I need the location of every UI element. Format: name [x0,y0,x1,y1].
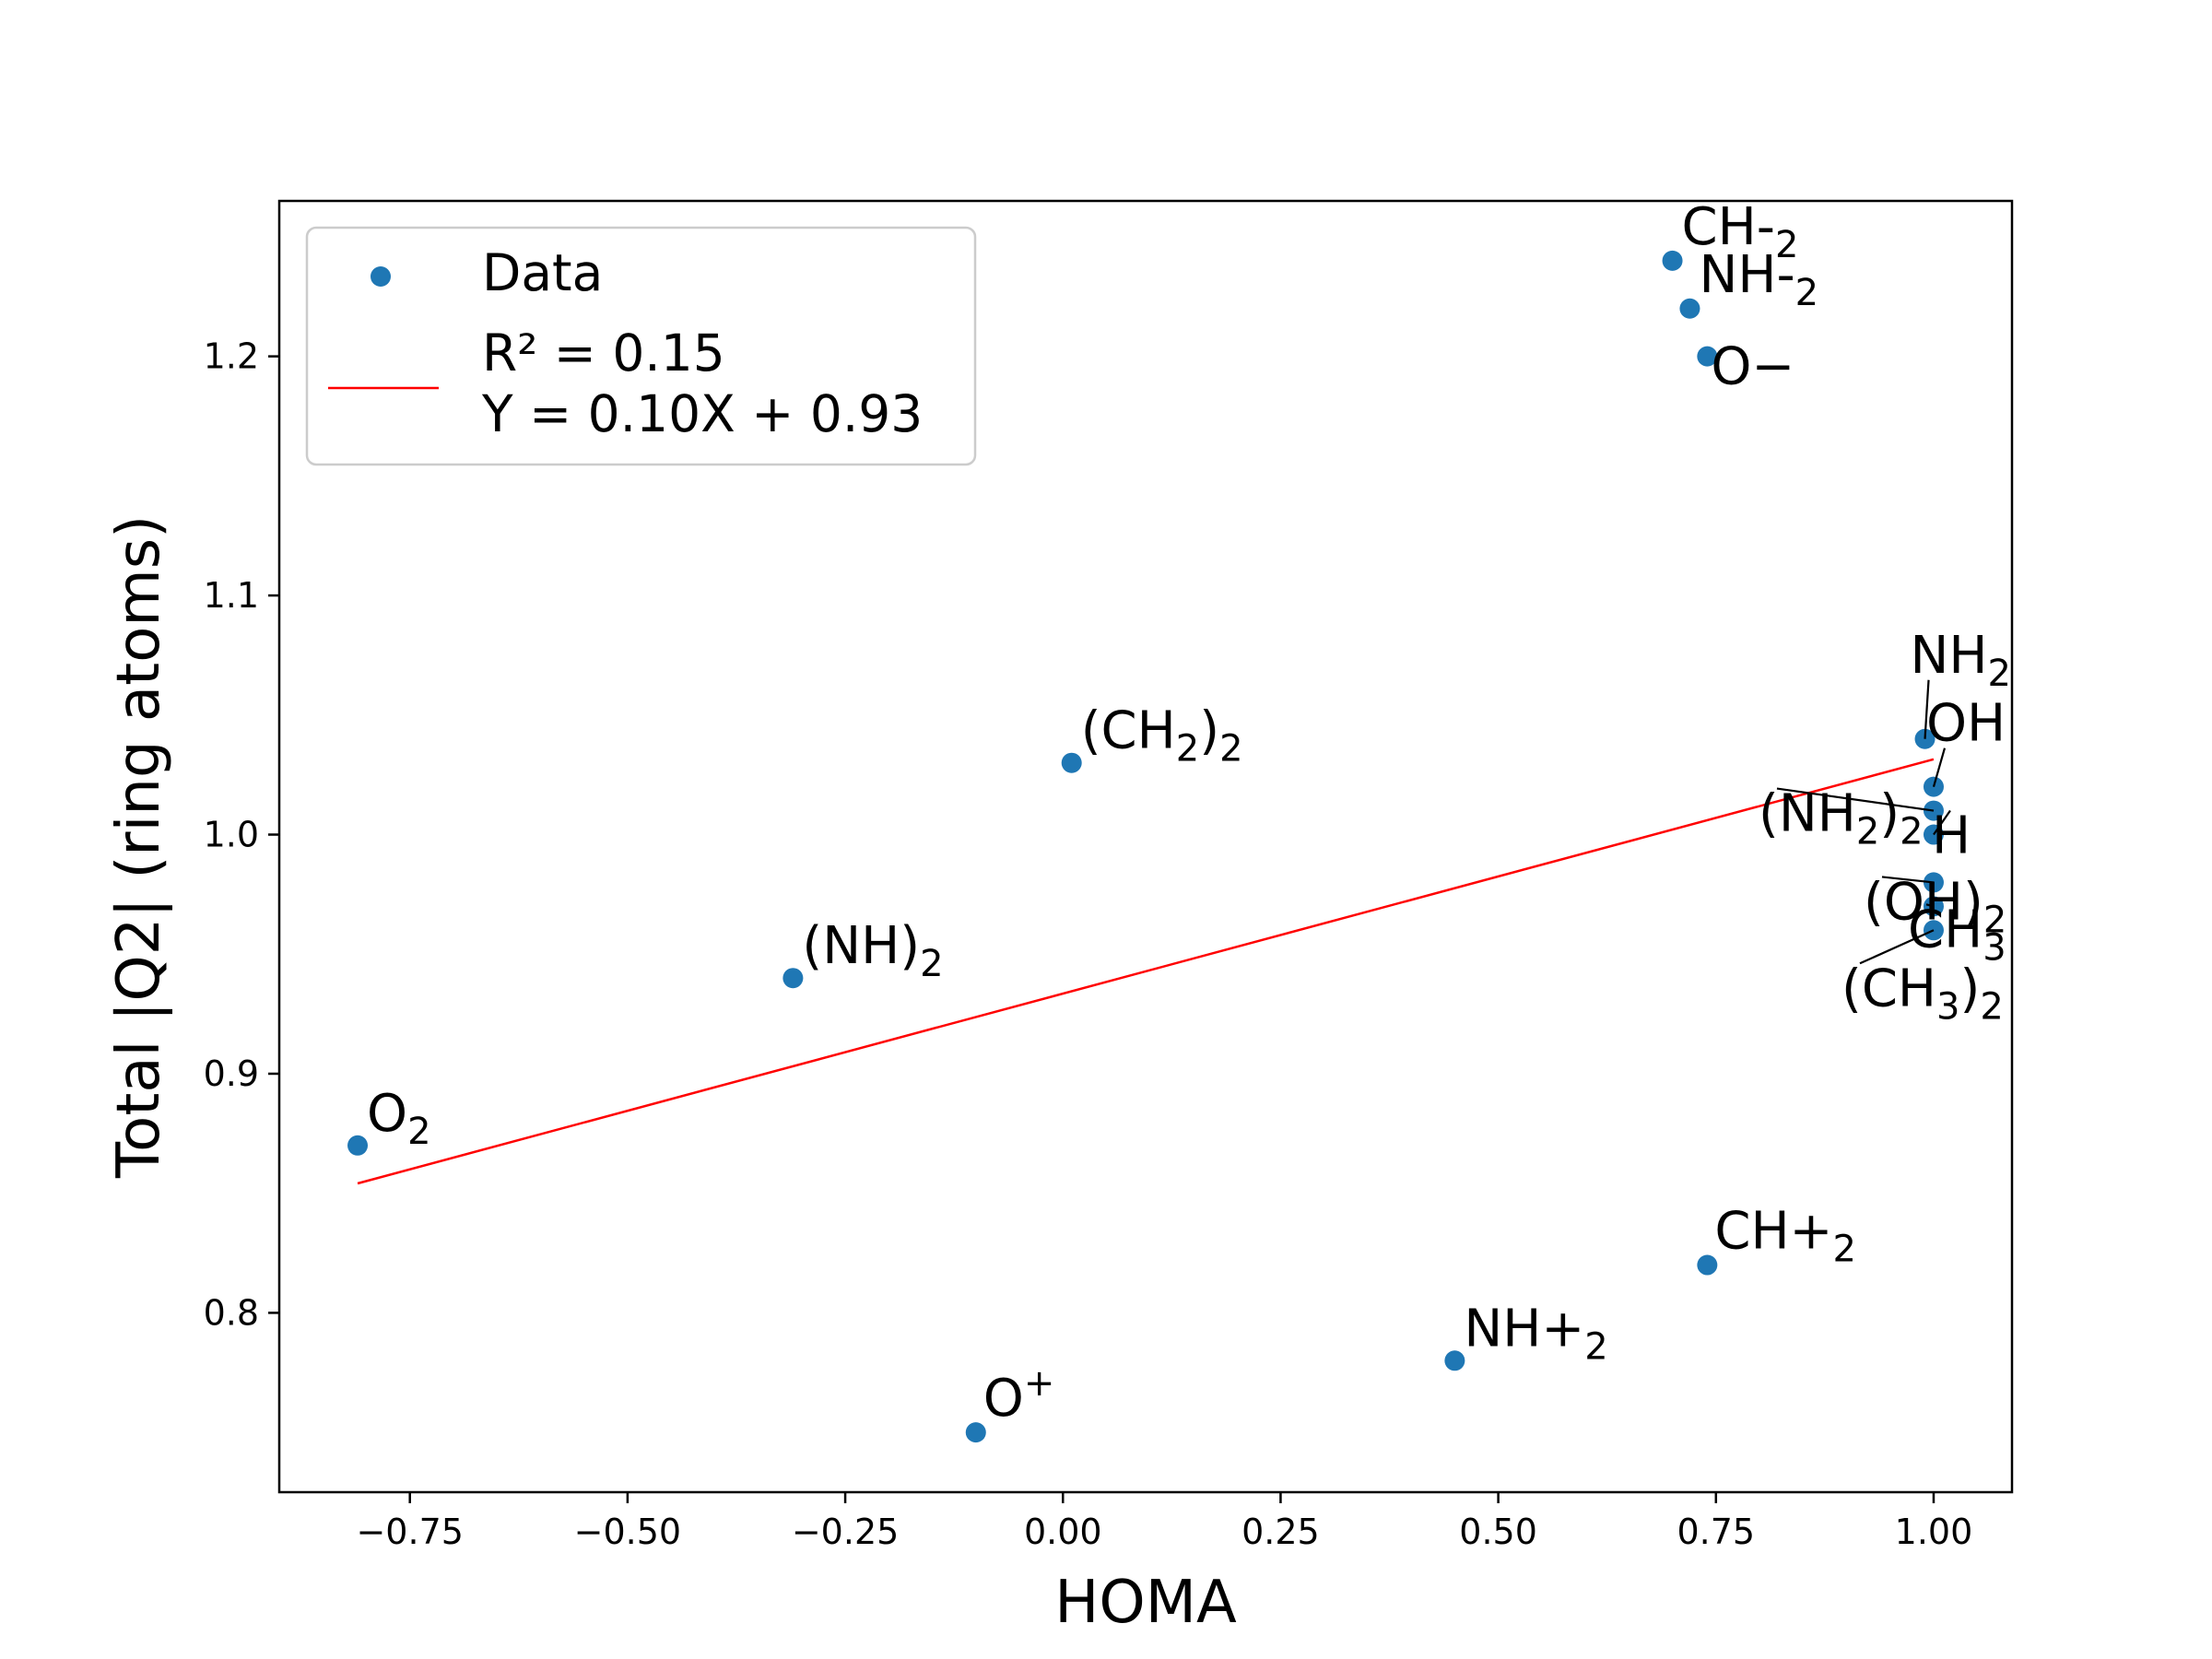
label-arrow [1933,809,1951,836]
legend: Data R² = 0.15 Y = 0.10X + 0.93 [305,226,977,466]
point-label: O2 [367,1084,431,1153]
regression-line [357,758,1935,1185]
x-tick-label: −0.50 [574,1512,681,1552]
point-label: (CH3)2 [1841,959,2004,1028]
legend-data-marker [371,266,391,287]
label-arrow [1881,876,1935,884]
legend-r2-label: R² = 0.15 [482,324,725,382]
x-tick-label: 0.50 [1459,1512,1537,1552]
point-label: H [1932,806,1971,866]
plot-area-frame [277,199,2014,1494]
fit-layer [357,758,1935,1185]
data-point [1061,752,1082,773]
data-point [1697,1254,1718,1276]
data-point [782,968,804,989]
y-tick-label: 0.9 [204,1053,259,1094]
x-axis-title: HOMA [1054,1569,1237,1637]
legend-box [305,226,977,466]
label-arrow [1776,787,1935,812]
point-label: NH+2 [1464,1299,1607,1368]
point-label: (NH)2 [802,916,943,985]
point-label: CH+2 [1714,1202,1856,1271]
point-label: (OH)2 [1864,872,2006,941]
y-tick-label: 1.2 [204,336,259,377]
x-tick-label: 0.25 [1241,1512,1320,1552]
x-axis-ticks: −0.75 −0.50 −0.25 0.00 0.25 0.50 0.75 1.00 [356,1492,1972,1552]
data-point [347,1135,369,1156]
point-label: NH-2 [1699,245,1818,314]
point-label: O− [1711,337,1794,397]
data-point [1444,1350,1465,1371]
y-axis-title: Total |Q2| (ring atoms) [105,515,173,1179]
data-point [1697,346,1718,367]
y-tick-label: 0.8 [204,1292,259,1333]
x-tick-label: 1.00 [1895,1512,1973,1552]
point-label: (NH2)2 [1759,784,1924,853]
data-point [965,1422,986,1443]
point-labels-layer: CH-2NH-2 O− (CH2)2 (NH)2 O2 O+ NH+2 CH+2 NH2OH(N… [367,197,2011,1429]
point-label: OH [1926,694,2006,754]
point-label: CH3 [1908,900,2006,969]
points-layer [347,250,1944,1443]
point-label: O+ [983,1362,1055,1429]
legend-data-label: Data [482,243,603,302]
x-tick-label: 0.75 [1677,1512,1755,1552]
point-label: NH2 [1911,626,2011,695]
y-axis-ticks: 0.8 0.9 1.0 1.1 1.2 [204,336,279,1333]
x-tick-label: 0.00 [1024,1512,1102,1552]
label-arrow [1859,929,1935,965]
label-arrow [1932,747,1947,787]
y-tick-label: 1.0 [204,815,259,855]
legend-equation-label: Y = 0.10X + 0.93 [481,384,923,443]
label-arrow [1924,679,1930,739]
point-label: (CH2)2 [1081,701,1243,771]
x-tick-label: −0.25 [792,1512,899,1552]
data-point [1662,250,1683,271]
x-tick-label: −0.75 [356,1512,463,1552]
y-tick-label: 1.1 [204,575,259,616]
label-arrow [1925,903,1935,908]
data-point [1679,298,1700,319]
point-label: CH-2 [1682,197,1799,266]
